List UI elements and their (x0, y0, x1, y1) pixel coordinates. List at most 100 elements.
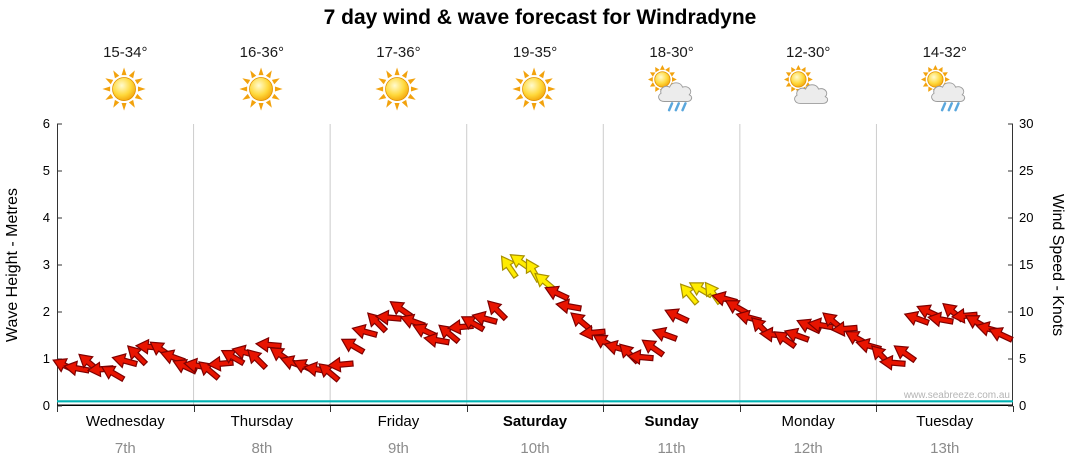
wind-arrow (903, 310, 930, 327)
sun-cloud-rain-icon (647, 65, 692, 112)
wind-arrow (438, 324, 461, 345)
date-label: 8th (251, 440, 273, 457)
wind-arrow (500, 255, 519, 279)
x-axis-tick (1013, 406, 1014, 412)
wind-axis-tick-label: 5 (1019, 351, 1027, 366)
x-axis-tick (193, 406, 195, 412)
date-label: 7th (114, 440, 136, 457)
wind-arrow (626, 349, 654, 366)
temperature-label: 17-36° (376, 44, 421, 61)
x-axis-tick (603, 406, 605, 412)
wind-arrow (724, 300, 750, 317)
wind-arrow (220, 349, 246, 367)
wind-axis-tick-label: 25 (1019, 163, 1034, 178)
temperature-label: 14-32° (922, 44, 967, 61)
day-label: Sunday (644, 413, 699, 430)
wind-arrow (783, 327, 810, 343)
weather-icon-cell (330, 64, 467, 116)
wind-arrow (679, 283, 700, 306)
sun-cloud-rain-icon (920, 65, 965, 112)
wind-axis-tick-label: 10 (1019, 304, 1034, 319)
wind-arrow (927, 311, 954, 328)
chart-plot-area (52, 123, 1014, 407)
wind-arrow (254, 336, 282, 353)
wind-arrow (950, 307, 978, 324)
wind-arrow (641, 339, 666, 358)
date-label: 13th (930, 440, 960, 457)
day-label: Wednesday (85, 413, 165, 430)
weather-icon-cell (740, 64, 877, 116)
weather-icon-cell (467, 64, 604, 116)
x-axis-tick (876, 406, 878, 412)
temperature-label: 19-35° (512, 44, 558, 61)
wind-arrow (326, 356, 354, 373)
wind-arrow (651, 326, 678, 343)
wind-arrow (389, 301, 414, 319)
wind-arrow (486, 300, 509, 322)
temperature-row: 15-34° 16-36° 17-36° 19-35° 18-30° 12-30° 14-3… (57, 44, 1013, 61)
date-label: 9th (388, 440, 409, 457)
wind-axis-tick-label: 0 (1019, 398, 1027, 413)
wind-arrow (63, 360, 90, 377)
watermark: www.seabreeze.com.au (903, 390, 1010, 401)
x-axis-tick (739, 406, 741, 412)
wind-arrow (351, 323, 378, 340)
temperature-label: 12-30° (785, 44, 831, 61)
wave-axis-tick-label: 6 (42, 116, 50, 131)
sun-icon (239, 67, 283, 111)
date-label: 12th (793, 440, 823, 457)
wind-arrow (578, 324, 606, 341)
temperature-label: 18-30° (649, 44, 694, 61)
wind-arrow (111, 353, 138, 369)
wind-axis-tick-label: 30 (1019, 116, 1034, 131)
page-title: 7 day wind & wave forecast for Windradyn… (323, 6, 757, 29)
wind-arrow (460, 316, 486, 333)
wind-axis-tick-label: 15 (1019, 257, 1034, 272)
wind-arrow (126, 345, 149, 367)
weather-icon-cell (876, 64, 1013, 116)
weather-icon-cell (57, 64, 194, 116)
day-label: Monday (781, 413, 835, 430)
date-row: 7th 8th 9th 10th 11th 12th 13th (57, 440, 1013, 457)
temperature-label: 16-36° (239, 44, 285, 61)
weather-icon-cell (603, 64, 740, 116)
day-label: Tuesday (916, 413, 974, 430)
wind-axis-tick-label: 20 (1019, 210, 1034, 225)
wind-arrow (773, 331, 798, 350)
wind-arrow (412, 323, 438, 339)
day-label: Thursday (230, 413, 294, 430)
wave-axis-tick-label: 2 (42, 304, 50, 319)
wave-axis-tick-label: 4 (42, 210, 50, 225)
wind-arrow (664, 308, 690, 324)
sun-icon (512, 67, 556, 111)
forecast-chart (52, 123, 1014, 407)
wind-arrow (988, 327, 1014, 343)
wind-arrow (198, 361, 221, 381)
day-label: Saturday (502, 413, 568, 430)
wave-axis-tick-label: 3 (42, 257, 50, 272)
wind-arrow (340, 338, 366, 355)
temperature-label: 15-34° (103, 44, 148, 61)
wind-arrow (893, 345, 918, 364)
day-label: Friday (377, 413, 420, 430)
date-label: 10th (520, 440, 550, 457)
wind-arrow (86, 361, 114, 378)
weather-icon-row (57, 64, 1013, 116)
wind-arrow (544, 285, 570, 302)
wind-arrow (366, 312, 389, 334)
wind-arrow (830, 320, 858, 337)
wind-arrow (423, 332, 450, 349)
wind-arrow (374, 309, 402, 326)
y-axis-label-wind: Wind Speed - Knots (1049, 193, 1066, 337)
y-axis-label-wave: Wave Height - Metres (4, 187, 21, 343)
wind-arrow (570, 312, 593, 332)
wind-arrow (318, 363, 341, 383)
wave-axis-tick-label: 0 (42, 398, 50, 413)
x-axis-tick (330, 406, 332, 412)
x-axis-tick (57, 406, 58, 412)
weather-icon-cell (194, 64, 331, 116)
wind-arrow (100, 365, 126, 383)
x-axis-tick (466, 406, 468, 412)
sun-cloud-icon (784, 65, 829, 104)
